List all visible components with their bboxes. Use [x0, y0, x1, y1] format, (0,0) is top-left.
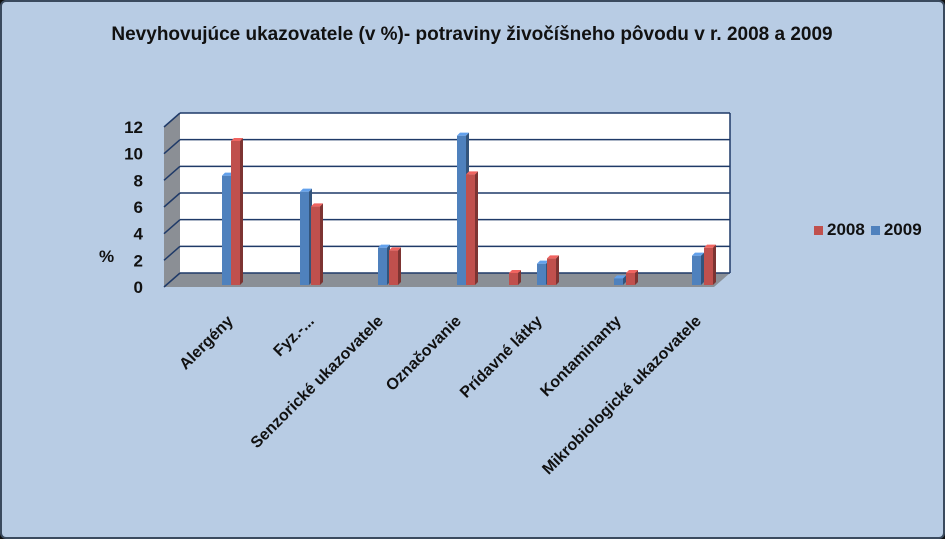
bar-top: [509, 270, 521, 273]
legend-label-2009: 2009: [883, 220, 922, 239]
bar-2008: [626, 273, 635, 285]
y-tick-label: 4: [134, 225, 144, 244]
bar-2008: [509, 273, 518, 285]
legend-item-2008: 2008: [814, 220, 865, 240]
bar-side: [240, 138, 243, 285]
bar-top: [547, 255, 559, 259]
bar-top: [457, 132, 469, 136]
y-tick-label: 10: [124, 145, 143, 164]
x-tick-label: Alergény: [176, 313, 237, 374]
bar-2009: [692, 255, 701, 285]
gridline-side: [163, 272, 181, 288]
bar-2009: [222, 175, 231, 285]
gridline-side: [163, 192, 181, 208]
bar-top: [626, 270, 638, 273]
bar-2008: [704, 247, 713, 285]
gridline-side: [163, 219, 181, 235]
bar-top: [614, 275, 626, 279]
floor: [164, 273, 730, 287]
bar-side: [635, 270, 638, 285]
bar-2009: [457, 135, 466, 285]
y-axis-label: %: [99, 247, 114, 266]
bar-2008: [311, 206, 320, 285]
x-tick-label: Prídavné látky: [457, 313, 546, 402]
y-tick-label: 2: [134, 251, 143, 270]
bar-side: [518, 270, 521, 285]
bar-top: [466, 171, 478, 175]
bar-top: [692, 252, 704, 256]
chart-title: Nevyhovujúce ukazovatele (v %)- potravin…: [111, 24, 833, 45]
bar-side: [623, 275, 626, 285]
bar-2009: [614, 278, 623, 285]
bar-2009: [378, 247, 387, 285]
bar-top: [704, 244, 716, 248]
y-tick-label: 12: [124, 118, 143, 137]
bar-top: [300, 188, 312, 192]
legend-swatch-2008: [814, 225, 823, 235]
legend-swatch-2009: [870, 225, 880, 235]
bar-side: [713, 244, 716, 285]
y-tick-label: 0: [134, 278, 143, 297]
x-tick-label: Senzorické ukazovatele: [248, 313, 387, 452]
bar-side: [320, 203, 323, 285]
bar-2008: [547, 258, 556, 285]
bar-top: [311, 203, 323, 207]
bar-side: [475, 171, 478, 285]
bar-2009: [300, 191, 309, 285]
x-tick-label: Kontaminanty: [537, 313, 625, 401]
legend-item-2009: 2009: [870, 220, 922, 240]
bar-side: [398, 247, 401, 285]
gridline-side: [163, 245, 181, 261]
bar-2008: [389, 250, 398, 285]
legend: 2008 2009: [814, 220, 922, 240]
gridline-side: [163, 112, 181, 128]
bar-2008: [466, 174, 475, 285]
bar-top: [231, 138, 243, 141]
bar-side: [701, 252, 704, 285]
y-tick-label: 6: [134, 198, 143, 217]
bar-top: [389, 247, 401, 251]
bar-top: [537, 260, 549, 264]
gridline-side: [163, 165, 181, 181]
bar-2009: [537, 263, 546, 285]
bar-top: [378, 244, 390, 248]
y-tick-label: 8: [134, 171, 143, 190]
x-tick-label: Označovanie: [383, 313, 465, 395]
gridline-side: [163, 139, 181, 155]
bar-2008: [231, 141, 240, 285]
x-tick-label: Mikrobiologické ukazovatele: [539, 313, 705, 479]
bar-side: [556, 255, 559, 285]
legend-label-2008: 2008: [827, 220, 865, 239]
x-tick-label: Fyz.-...: [271, 313, 318, 360]
